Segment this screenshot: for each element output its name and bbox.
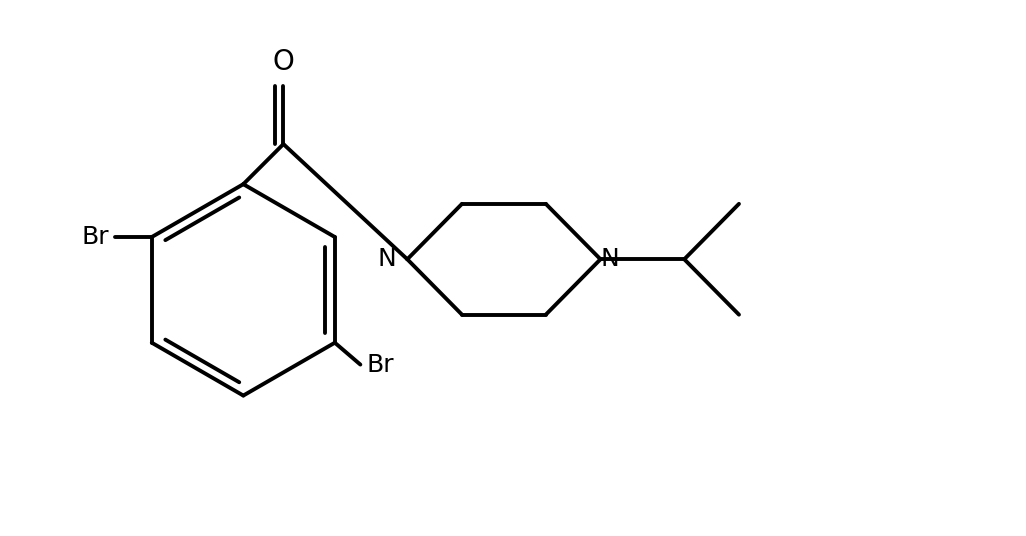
Text: N: N	[600, 247, 620, 271]
Text: Br: Br	[82, 225, 110, 249]
Text: N: N	[378, 247, 396, 271]
Text: Br: Br	[366, 353, 394, 377]
Text: O: O	[273, 48, 294, 76]
